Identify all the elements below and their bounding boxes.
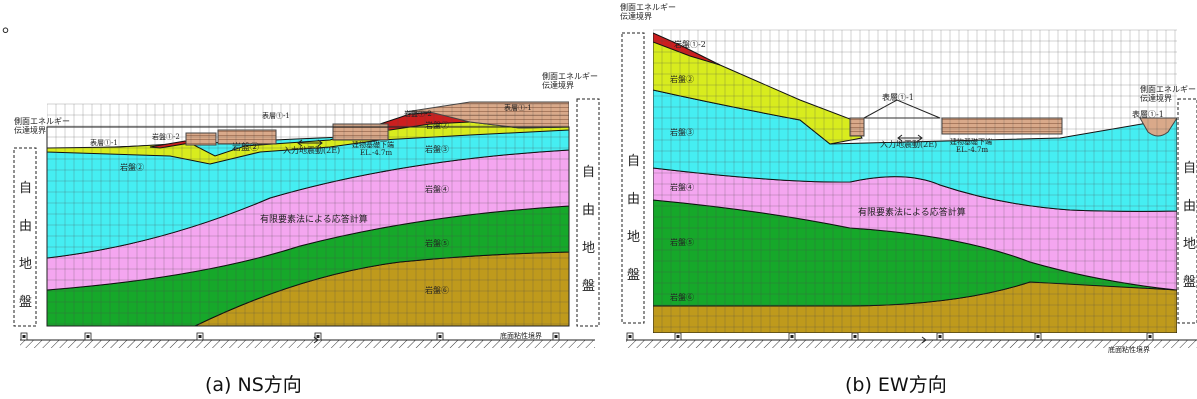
leading-mark: 。 xyxy=(2,16,20,37)
free-field-left-ew-char: 由 xyxy=(627,192,640,207)
free-field-right-ns-char: 盤 xyxy=(582,279,595,294)
free-field-right-ns-char: 自 xyxy=(582,165,595,180)
building-ew-right xyxy=(941,117,1063,135)
free-field-left-ns-char: 自 xyxy=(19,181,32,196)
bottom-hatch-ew xyxy=(626,340,1197,348)
free-field-left-ew-char: 自 xyxy=(627,154,640,169)
label-surface-1-1-ew-a: 表層①-1 xyxy=(882,92,914,102)
side-label-left-ns: 側面エネルギー伝達境界 xyxy=(14,116,70,135)
label-rock-1-2-right: 岩盤①-2 xyxy=(404,109,432,118)
label-rock-2-right: 岩盤② xyxy=(425,120,449,130)
free-field-right-ew-char: 由 xyxy=(1183,199,1196,214)
label-rock-2-mid: 岩盤② xyxy=(232,141,259,153)
label-bottom-boundary-ns: 底面粘性境界 xyxy=(500,331,542,340)
label-surface-1-1-mid: 表層①-1 xyxy=(262,111,290,120)
label-surface-1-1-left: 表層①-1 xyxy=(90,138,118,147)
label-building-base-ns: 建物基礎下端 EL.-4.7m xyxy=(352,140,394,157)
label-building-base-ew: 建物基礎下端 EL.-4.7m xyxy=(950,137,992,154)
label-rock-5: 岩盤⑤ xyxy=(425,238,449,248)
label-rock-2-ew: 岩盤② xyxy=(670,74,694,84)
label-rock-6-ew: 岩盤⑥ xyxy=(670,292,694,302)
bottom-supports-ns xyxy=(20,332,560,341)
free-field-right-ew-char: 盤 xyxy=(1183,275,1196,290)
free-field-right-box-ew xyxy=(1177,98,1197,324)
free-field-left-ns-char: 由 xyxy=(19,219,32,234)
label-rock-2-left: 岩盤② xyxy=(120,162,144,172)
free-field-right-ns-char: 地 xyxy=(582,241,595,256)
label-rock-4: 岩盤④ xyxy=(425,184,449,194)
label-rock-1-2-ew: 岩盤①-2 xyxy=(674,39,706,49)
label-fem-ew: 有限要素法による応答計算 xyxy=(858,206,966,218)
mesh-grid-ew xyxy=(653,29,1177,333)
surface-1-1-ew-bowl xyxy=(1139,117,1177,137)
arrow-bottom-ew xyxy=(904,336,927,344)
label-input-motion-ew: 入力地震動(2E) xyxy=(880,139,937,149)
label-rock-5-ew: 岩盤⑤ xyxy=(670,237,694,247)
label-rock-6: 岩盤⑥ xyxy=(425,285,449,295)
label-bottom-boundary-ew: 底面粘性境界 xyxy=(1108,345,1150,354)
label-rock-4-ew: 岩盤④ xyxy=(670,182,694,192)
side-label-right-ns: 側面エネルギー伝達境界 xyxy=(542,71,598,90)
caption-ew: (b) EW方向 xyxy=(845,374,947,396)
free-field-right-box xyxy=(576,98,600,327)
tunnel-ew xyxy=(863,99,941,119)
label-input-motion-ns: 入力地震動(2E) xyxy=(283,145,340,155)
side-label-right-ew: 側面エネルギー伝達境界 xyxy=(1140,84,1196,103)
caption-ns: (a) NS方向 xyxy=(205,374,302,396)
free-field-right-ew-char: 地 xyxy=(1183,237,1196,252)
bottom-supports-ew xyxy=(626,332,1154,341)
label-rock-3-a: 岩盤③ xyxy=(425,144,449,154)
label-surface-1-1-ew-b: 表層①-1 xyxy=(1132,109,1164,119)
free-field-left-ns-char: 地 xyxy=(19,257,32,272)
free-field-left-box xyxy=(13,147,37,327)
label-fem-ns: 有限要素法による応答計算 xyxy=(260,213,368,225)
arrow-input-ew xyxy=(897,134,923,142)
bottom-hatch-ns xyxy=(20,340,595,348)
free-field-right-ns-char: 由 xyxy=(582,203,595,218)
label-rock-3-ew-a: 岩盤③ xyxy=(670,127,694,137)
free-field-left-box-ew xyxy=(621,32,645,324)
mesh-grid-ns xyxy=(47,103,569,326)
side-label-left-ew: 側面エネルギー伝達境界 xyxy=(620,2,676,21)
building-left xyxy=(185,132,217,146)
arrow-bottom-ns xyxy=(296,336,319,344)
free-field-left-ew-char: 地 xyxy=(627,230,640,245)
label-surface-1-1-right: 表層①-1 xyxy=(504,103,532,112)
building-ew-left xyxy=(849,117,865,137)
arrow-input-ns xyxy=(297,139,323,147)
free-field-right-ew-char: 自 xyxy=(1183,161,1196,176)
building-right xyxy=(332,123,389,141)
free-field-left-ns-char: 盤 xyxy=(19,295,32,310)
free-field-left-ew-char: 盤 xyxy=(627,268,640,283)
label-rock-1-2-left: 岩盤①-2 xyxy=(152,132,180,141)
